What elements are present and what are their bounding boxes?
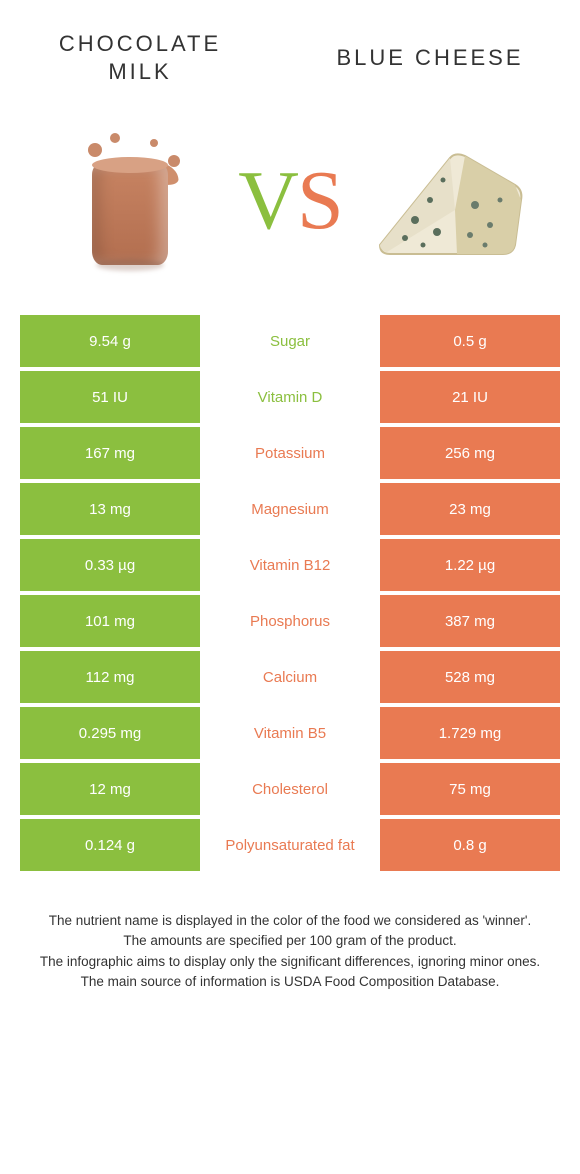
right-value: 23 mg <box>380 483 560 535</box>
right-value: 21 IU <box>380 371 560 423</box>
table-row: 9.54 gSugar0.5 g <box>20 315 560 367</box>
table-row: 51 IUVitamin D21 IU <box>20 371 560 423</box>
table-row: 0.124 gPolyunsaturated fat0.8 g <box>20 819 560 871</box>
blue-cheese-icon <box>365 125 535 275</box>
left-food-image <box>40 115 220 285</box>
right-value: 387 mg <box>380 595 560 647</box>
nutrient-label: Phosphorus <box>200 595 380 647</box>
footer-line: The main source of information is USDA F… <box>30 972 550 992</box>
table-row: 13 mgMagnesium23 mg <box>20 483 560 535</box>
left-value: 12 mg <box>20 763 200 815</box>
comparison-table: 9.54 gSugar0.5 g51 IUVitamin D21 IU167 m… <box>20 315 560 871</box>
left-value: 0.124 g <box>20 819 200 871</box>
left-value: 0.295 mg <box>20 707 200 759</box>
nutrient-label: Magnesium <box>200 483 380 535</box>
right-value: 0.5 g <box>380 315 560 367</box>
left-value: 51 IU <box>20 371 200 423</box>
left-value: 112 mg <box>20 651 200 703</box>
right-value: 0.8 g <box>380 819 560 871</box>
vs-s: S <box>297 154 342 247</box>
table-row: 101 mgPhosphorus387 mg <box>20 595 560 647</box>
nutrient-label: Vitamin B5 <box>200 707 380 759</box>
right-food-title: BLUE CHEESE <box>320 44 540 72</box>
vs-v: V <box>238 154 297 247</box>
nutrient-label: Polyunsaturated fat <box>200 819 380 871</box>
nutrient-label: Vitamin B12 <box>200 539 380 591</box>
right-value: 1.729 mg <box>380 707 560 759</box>
nutrient-label: Cholesterol <box>200 763 380 815</box>
left-value: 13 mg <box>20 483 200 535</box>
chocolate-milk-icon <box>70 125 190 275</box>
nutrient-label: Sugar <box>200 315 380 367</box>
nutrient-label: Potassium <box>200 427 380 479</box>
left-value: 101 mg <box>20 595 200 647</box>
left-value: 9.54 g <box>20 315 200 367</box>
left-value: 0.33 µg <box>20 539 200 591</box>
vs-label: VS <box>238 152 341 249</box>
left-food-title: CHOCOLATEMILK <box>40 30 240 85</box>
right-value: 75 mg <box>380 763 560 815</box>
right-food-image <box>360 115 540 285</box>
nutrient-label: Vitamin D <box>200 371 380 423</box>
nutrient-label: Calcium <box>200 651 380 703</box>
table-row: 167 mgPotassium256 mg <box>20 427 560 479</box>
footer-line: The nutrient name is displayed in the co… <box>30 911 550 931</box>
right-value: 256 mg <box>380 427 560 479</box>
left-value: 167 mg <box>20 427 200 479</box>
table-row: 112 mgCalcium528 mg <box>20 651 560 703</box>
table-row: 0.295 mgVitamin B51.729 mg <box>20 707 560 759</box>
right-value: 1.22 µg <box>380 539 560 591</box>
footer-line: The amounts are specified per 100 gram o… <box>30 931 550 951</box>
footer-notes: The nutrient name is displayed in the co… <box>30 911 550 992</box>
footer-line: The infographic aims to display only the… <box>30 952 550 972</box>
hero-row: VS <box>0 95 580 315</box>
titles-row: CHOCOLATEMILK BLUE CHEESE <box>0 0 580 95</box>
table-row: 0.33 µgVitamin B121.22 µg <box>20 539 560 591</box>
table-row: 12 mgCholesterol75 mg <box>20 763 560 815</box>
right-value: 528 mg <box>380 651 560 703</box>
infographic: CHOCOLATEMILK BLUE CHEESE VS <box>0 0 580 992</box>
